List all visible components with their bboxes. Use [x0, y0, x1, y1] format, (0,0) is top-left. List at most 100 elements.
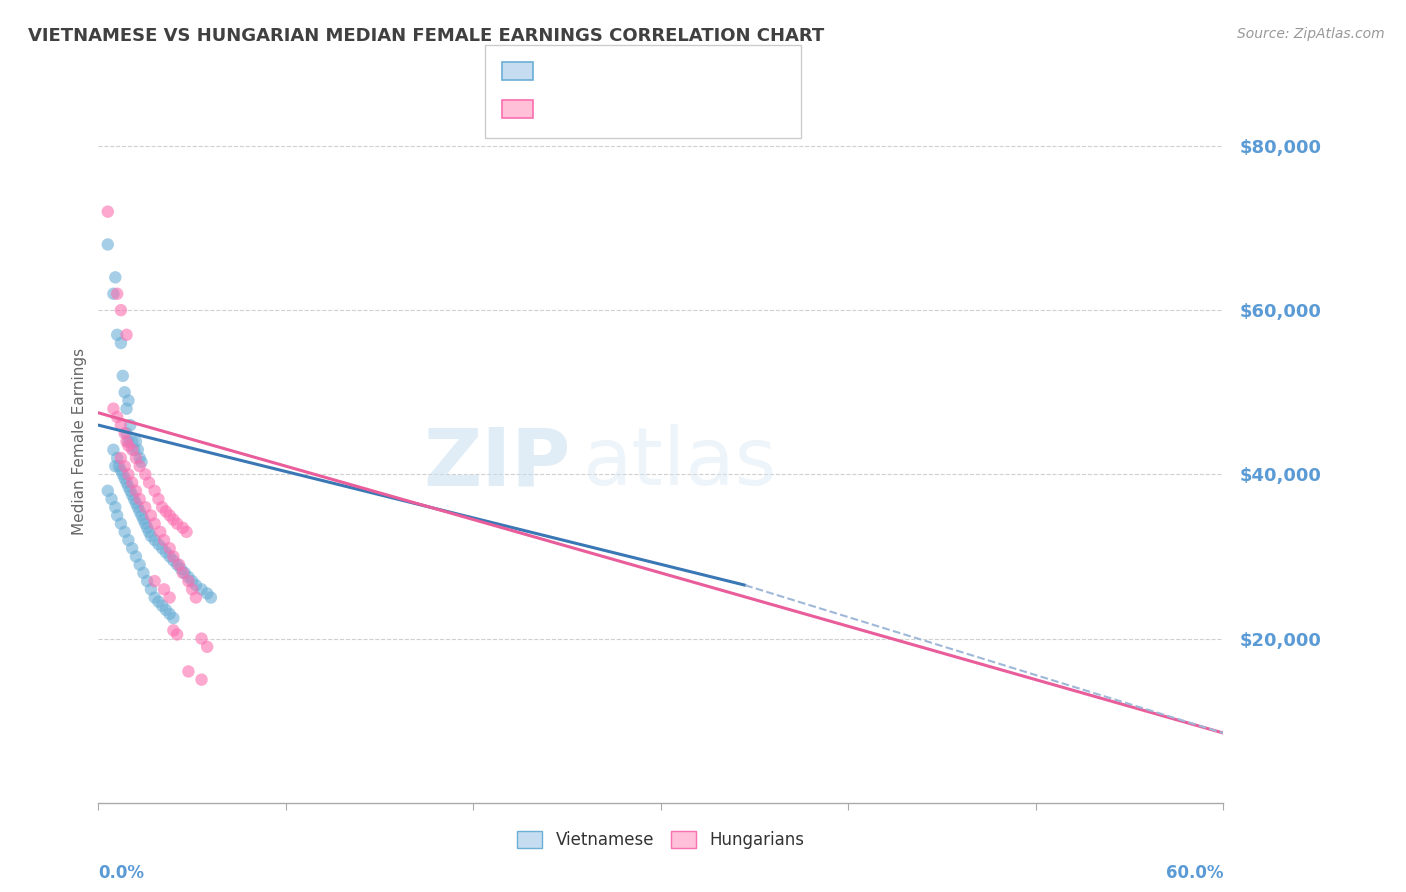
Point: [103, 442, 125, 457]
Text: R =: R =: [544, 102, 579, 116]
Point: [115, 434, 138, 449]
Point: [184, 591, 207, 605]
Point: [143, 591, 166, 605]
Text: R =: R =: [544, 64, 579, 78]
Point: [117, 439, 139, 453]
Point: [100, 491, 122, 506]
Point: [131, 508, 153, 523]
Point: [105, 450, 128, 465]
Text: atlas: atlas: [582, 425, 776, 502]
Point: [128, 491, 150, 506]
Point: [139, 582, 162, 597]
Point: [155, 504, 177, 518]
Point: [125, 450, 148, 465]
Point: [125, 549, 148, 564]
Point: [97, 237, 120, 252]
Point: [166, 558, 188, 572]
Point: [97, 483, 120, 498]
Point: [132, 512, 155, 526]
Point: [134, 467, 156, 482]
Point: [134, 516, 156, 531]
Point: [105, 327, 128, 342]
Point: [117, 393, 139, 408]
Point: [195, 586, 218, 600]
Point: [170, 562, 193, 576]
Point: [110, 450, 132, 465]
Point: [132, 566, 155, 580]
Text: -0.388: -0.388: [561, 64, 619, 78]
Point: [195, 640, 218, 654]
Point: [105, 409, 128, 424]
Point: [143, 574, 166, 588]
Point: [128, 450, 150, 465]
Point: [110, 516, 132, 531]
Text: N =: N =: [617, 102, 654, 116]
Text: 60.0%: 60.0%: [1166, 864, 1223, 882]
Point: [176, 524, 198, 539]
Text: ZIP: ZIP: [423, 425, 571, 502]
Text: VIETNAMESE VS HUNGARIAN MEDIAN FEMALE EARNINGS CORRELATION CHART: VIETNAMESE VS HUNGARIAN MEDIAN FEMALE EA…: [28, 27, 824, 45]
Point: [139, 508, 162, 523]
Point: [117, 467, 139, 482]
Point: [103, 401, 125, 416]
Point: [114, 426, 136, 441]
Point: [172, 566, 194, 580]
Point: [166, 516, 188, 531]
Point: [110, 418, 132, 433]
Point: [190, 582, 212, 597]
Point: [110, 336, 132, 351]
Point: [148, 491, 170, 506]
Point: [162, 553, 184, 567]
Point: [115, 426, 138, 441]
Point: [121, 475, 143, 490]
Point: [117, 434, 139, 449]
Point: [159, 607, 181, 621]
Point: [173, 566, 195, 580]
Point: [153, 582, 176, 597]
Point: [150, 541, 173, 556]
Point: [143, 516, 166, 531]
Point: [181, 582, 204, 597]
Point: [122, 491, 145, 506]
Point: [97, 204, 120, 219]
Point: [150, 500, 173, 515]
Point: [159, 591, 181, 605]
Point: [136, 574, 159, 588]
Point: [166, 627, 188, 641]
Point: [177, 570, 200, 584]
Point: [114, 524, 136, 539]
Point: [181, 574, 204, 588]
Point: [172, 521, 194, 535]
Legend: Vietnamese, Hungarians: Vietnamese, Hungarians: [510, 824, 811, 856]
Point: [115, 401, 138, 416]
Point: [120, 418, 142, 433]
Point: [128, 459, 150, 474]
Point: [121, 488, 143, 502]
Text: 0.0%: 0.0%: [98, 864, 145, 882]
Point: [190, 673, 212, 687]
Point: [128, 504, 150, 518]
Point: [150, 599, 173, 613]
Point: [177, 665, 200, 679]
Point: [153, 533, 176, 547]
Point: [148, 537, 170, 551]
Text: 51: 51: [636, 102, 658, 116]
Point: [117, 480, 139, 494]
Point: [162, 549, 184, 564]
Point: [114, 385, 136, 400]
Point: [108, 459, 131, 474]
Point: [121, 541, 143, 556]
Point: [143, 483, 166, 498]
Text: 73: 73: [636, 64, 658, 78]
Point: [167, 558, 190, 572]
Point: [155, 603, 177, 617]
Y-axis label: Median Female Earnings: Median Female Earnings: [72, 348, 87, 535]
Point: [115, 327, 138, 342]
Point: [143, 533, 166, 547]
Point: [139, 529, 162, 543]
Text: N =: N =: [617, 64, 654, 78]
Point: [120, 483, 142, 498]
Point: [134, 500, 156, 515]
Point: [114, 471, 136, 485]
Point: [104, 270, 127, 285]
